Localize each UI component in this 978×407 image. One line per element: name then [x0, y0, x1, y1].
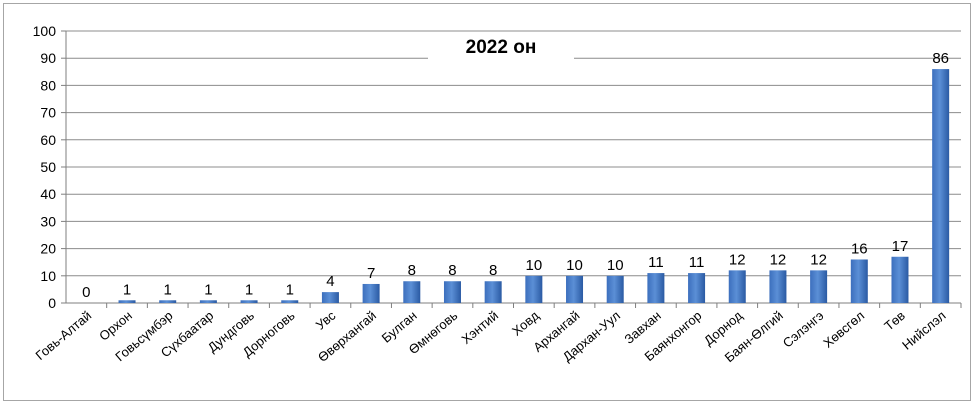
data-label: 4 — [326, 273, 334, 290]
data-label: 10 — [525, 257, 542, 274]
data-label: 12 — [810, 251, 827, 268]
bar — [525, 275, 543, 303]
data-label: 10 — [566, 257, 583, 274]
x-tick-label: Ховд — [509, 308, 542, 339]
x-tick-label: Увс — [313, 307, 339, 332]
chart-title: 2022 он — [428, 33, 574, 63]
bar — [199, 300, 217, 303]
bar — [891, 256, 909, 303]
bar — [566, 275, 584, 303]
bar — [321, 292, 339, 303]
data-label: 8 — [489, 262, 497, 279]
data-label: 8 — [448, 262, 456, 279]
x-tick-label: Хөвсгөл — [820, 308, 867, 351]
x-tick-label: Говь-Алтай — [33, 308, 95, 363]
data-label: 0 — [82, 284, 90, 301]
bar — [484, 281, 502, 303]
y-tick-label: 90 — [40, 50, 56, 66]
bar — [362, 283, 380, 303]
data-label: 16 — [851, 240, 868, 257]
x-tick-label: Төв — [881, 308, 908, 334]
bar — [932, 69, 950, 303]
y-tick-label: 0 — [48, 295, 56, 311]
bar — [728, 270, 746, 303]
bar — [443, 281, 461, 303]
bar — [281, 300, 299, 303]
bar — [606, 275, 624, 303]
data-label: 11 — [689, 254, 705, 271]
y-tick-label: 50 — [40, 159, 56, 175]
data-label: 11 — [648, 254, 664, 271]
y-tick-label: 60 — [40, 132, 56, 148]
y-tick-label: 100 — [33, 23, 57, 39]
y-tick-label: 30 — [40, 213, 56, 229]
y-tick-label: 70 — [40, 105, 56, 121]
bar — [850, 259, 868, 303]
data-label: 1 — [164, 281, 172, 298]
data-label: 10 — [607, 257, 624, 274]
x-tick-label: Сэлэнгэ — [780, 308, 827, 351]
data-label: 1 — [123, 281, 131, 298]
data-label: 86 — [932, 50, 949, 67]
bar — [688, 273, 706, 303]
data-label: 12 — [770, 251, 787, 268]
data-label: 8 — [408, 262, 416, 279]
x-tick-label: Нийслэл — [899, 308, 948, 353]
data-label: 1 — [245, 281, 253, 298]
bar — [647, 273, 665, 303]
data-label: 17 — [892, 238, 909, 255]
chart-frame — [3, 3, 971, 401]
bar — [240, 300, 258, 303]
y-tick-label: 80 — [40, 77, 56, 93]
bar — [159, 300, 177, 303]
data-label: 1 — [286, 281, 294, 298]
bar — [118, 300, 136, 303]
bar — [769, 270, 787, 303]
bar — [810, 270, 828, 303]
y-tick-label: 10 — [40, 268, 56, 284]
y-tick-label: 40 — [40, 186, 56, 202]
data-label: 1 — [204, 281, 212, 298]
x-tick-label: Хэнтий — [459, 308, 502, 347]
bar — [403, 281, 421, 303]
data-label: 7 — [367, 265, 375, 282]
y-tick-label: 20 — [40, 241, 56, 257]
data-label: 12 — [729, 251, 746, 268]
